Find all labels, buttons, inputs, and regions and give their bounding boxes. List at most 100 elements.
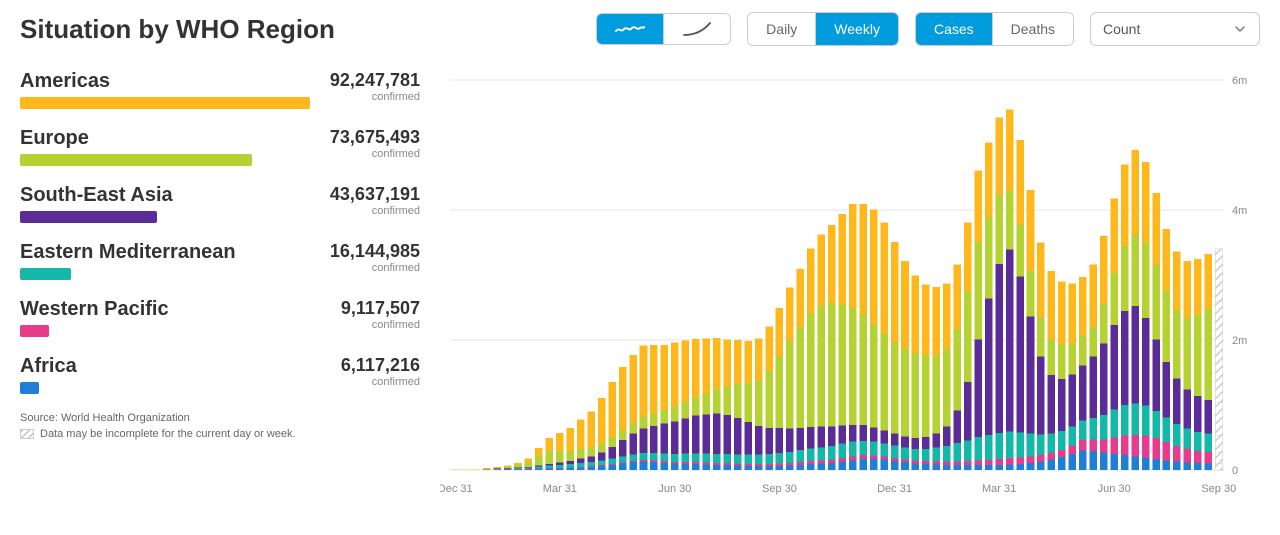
bar-segment[interactable]	[493, 469, 501, 470]
bar-segment[interactable]	[661, 463, 669, 470]
bar-segment[interactable]	[1006, 249, 1014, 431]
bar-segment[interactable]	[525, 458, 533, 461]
bar-segment[interactable]	[619, 456, 627, 462]
bar-segment[interactable]	[1110, 438, 1118, 454]
bar-segment[interactable]	[807, 427, 815, 448]
bar-segment[interactable]	[776, 428, 784, 453]
bar-segment[interactable]	[849, 442, 857, 457]
bar-segment[interactable]	[870, 442, 878, 456]
bar-segment[interactable]	[650, 413, 658, 425]
bar-segment[interactable]	[1110, 325, 1118, 410]
bar-segment[interactable]	[525, 467, 533, 468]
bar-segment[interactable]	[1110, 410, 1118, 438]
bar-segment[interactable]	[567, 468, 575, 470]
bar-segment[interactable]	[1100, 343, 1108, 415]
bar-segment[interactable]	[828, 463, 836, 470]
bar-segment[interactable]	[514, 463, 522, 465]
bar-segment[interactable]	[608, 437, 616, 447]
weekly-button[interactable]: Weekly	[815, 13, 898, 45]
bar-segment[interactable]	[619, 462, 627, 463]
bar-segment[interactable]	[974, 461, 982, 466]
bar-segment[interactable]	[1215, 464, 1223, 470]
bar-segment[interactable]	[1142, 406, 1150, 436]
bar-segment[interactable]	[954, 411, 962, 444]
bar-segment[interactable]	[1184, 429, 1192, 449]
bar-segment[interactable]	[828, 303, 836, 427]
bar-segment[interactable]	[880, 456, 888, 459]
bar-segment[interactable]	[1048, 339, 1056, 375]
region-item[interactable]: Eastern Mediterranean16,144,985confirmed	[20, 241, 420, 280]
bar-segment[interactable]	[974, 171, 982, 243]
bar-segment[interactable]	[567, 464, 575, 467]
bar-segment[interactable]	[629, 454, 637, 461]
bar-segment[interactable]	[818, 306, 826, 426]
bar-segment[interactable]	[546, 464, 554, 466]
bar-segment[interactable]	[629, 461, 637, 462]
bar-segment[interactable]	[504, 467, 512, 468]
bar-segment[interactable]	[1037, 462, 1045, 470]
bar-segment[interactable]	[838, 462, 846, 470]
bar-segment[interactable]	[723, 340, 731, 387]
bar-segment[interactable]	[1142, 436, 1150, 458]
bar-segment[interactable]	[776, 308, 784, 357]
bar-segment[interactable]	[943, 465, 951, 470]
bar-segment[interactable]	[859, 204, 867, 315]
bar-segment[interactable]	[1205, 452, 1213, 464]
bar-segment[interactable]	[702, 394, 710, 415]
bar-segment[interactable]	[640, 453, 648, 460]
bar-segment[interactable]	[1205, 400, 1213, 434]
bar-segment[interactable]	[1110, 198, 1118, 273]
bar-segment[interactable]	[1215, 453, 1223, 464]
bar-segment[interactable]	[713, 413, 721, 453]
bar-segment[interactable]	[546, 466, 554, 469]
bar-segment[interactable]	[755, 464, 763, 466]
bar-segment[interactable]	[556, 465, 564, 468]
bar-segment[interactable]	[995, 465, 1003, 470]
bar-segment[interactable]	[964, 382, 972, 441]
bar-segment[interactable]	[1152, 438, 1160, 459]
bar-segment[interactable]	[546, 469, 554, 470]
bar-segment[interactable]	[1110, 273, 1118, 325]
bar-segment[interactable]	[755, 338, 763, 380]
bar-segment[interactable]	[755, 426, 763, 455]
bar-segment[interactable]	[891, 461, 899, 470]
bar-segment[interactable]	[525, 469, 533, 470]
bar-segment[interactable]	[1142, 318, 1150, 406]
bar-segment[interactable]	[567, 461, 575, 464]
bar-segment[interactable]	[619, 430, 627, 440]
bar-segment[interactable]	[1016, 140, 1024, 225]
bar-segment[interactable]	[493, 468, 501, 469]
bar-segment[interactable]	[859, 425, 867, 441]
bar-segment[interactable]	[765, 466, 773, 470]
bar-segment[interactable]	[692, 416, 700, 454]
bar-segment[interactable]	[849, 308, 857, 425]
bar-segment[interactable]	[556, 451, 564, 463]
bar-segment[interactable]	[1058, 282, 1066, 346]
bar-segment[interactable]	[922, 284, 930, 356]
bar-segment[interactable]	[472, 469, 480, 470]
bar-segment[interactable]	[933, 287, 941, 355]
bar-segment[interactable]	[912, 464, 920, 471]
bar-segment[interactable]	[828, 446, 836, 460]
bar-segment[interactable]	[849, 456, 857, 460]
bar-segment[interactable]	[755, 381, 763, 427]
bar-segment[interactable]	[901, 437, 909, 448]
bar-segment[interactable]	[640, 462, 648, 470]
bar-segment[interactable]	[1194, 259, 1202, 315]
bar-segment[interactable]	[1006, 431, 1014, 458]
bar-segment[interactable]	[525, 469, 533, 470]
bar-segment[interactable]	[1058, 345, 1066, 379]
bar-segment[interactable]	[567, 428, 575, 451]
bar-segment[interactable]	[995, 433, 1003, 459]
bar-segment[interactable]	[985, 465, 993, 470]
bar-segment[interactable]	[1027, 190, 1035, 271]
bar-segment[interactable]	[838, 214, 846, 305]
bar-segment[interactable]	[765, 464, 773, 466]
bar-segment[interactable]	[786, 452, 794, 463]
bar-segment[interactable]	[807, 464, 815, 470]
bar-segment[interactable]	[629, 423, 637, 433]
bar-segment[interactable]	[1100, 304, 1108, 343]
bar-segment[interactable]	[619, 440, 627, 456]
bar-segment[interactable]	[995, 118, 1003, 196]
bar-segment[interactable]	[1215, 435, 1223, 453]
